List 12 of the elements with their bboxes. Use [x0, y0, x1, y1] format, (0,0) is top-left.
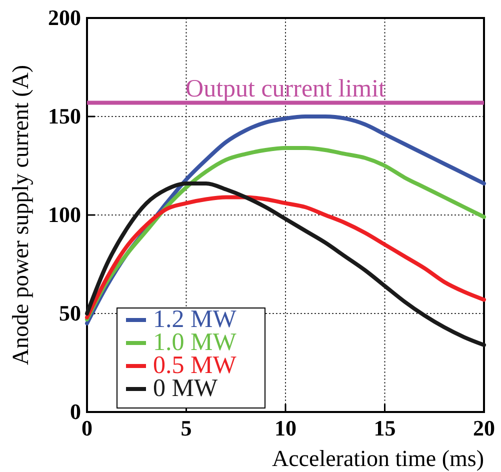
y-tick-label: 100 [48, 202, 81, 228]
ref-line-label: Output current limit [186, 76, 386, 103]
x-axis-title: Acceleration time (ms) [272, 446, 484, 471]
x-tick-label: 20 [473, 416, 495, 441]
y-tick-label: 200 [48, 5, 81, 30]
x-tick-label: 15 [374, 416, 396, 441]
x-tick-label: 5 [180, 416, 192, 441]
y-tick-label: 150 [48, 104, 81, 129]
y-axis-title: Anode power supply current (A) [8, 64, 33, 366]
y-tick-label: 50 [59, 300, 81, 326]
x-tick-label: 10 [274, 416, 296, 441]
y-tick-label: 0 [70, 399, 81, 424]
